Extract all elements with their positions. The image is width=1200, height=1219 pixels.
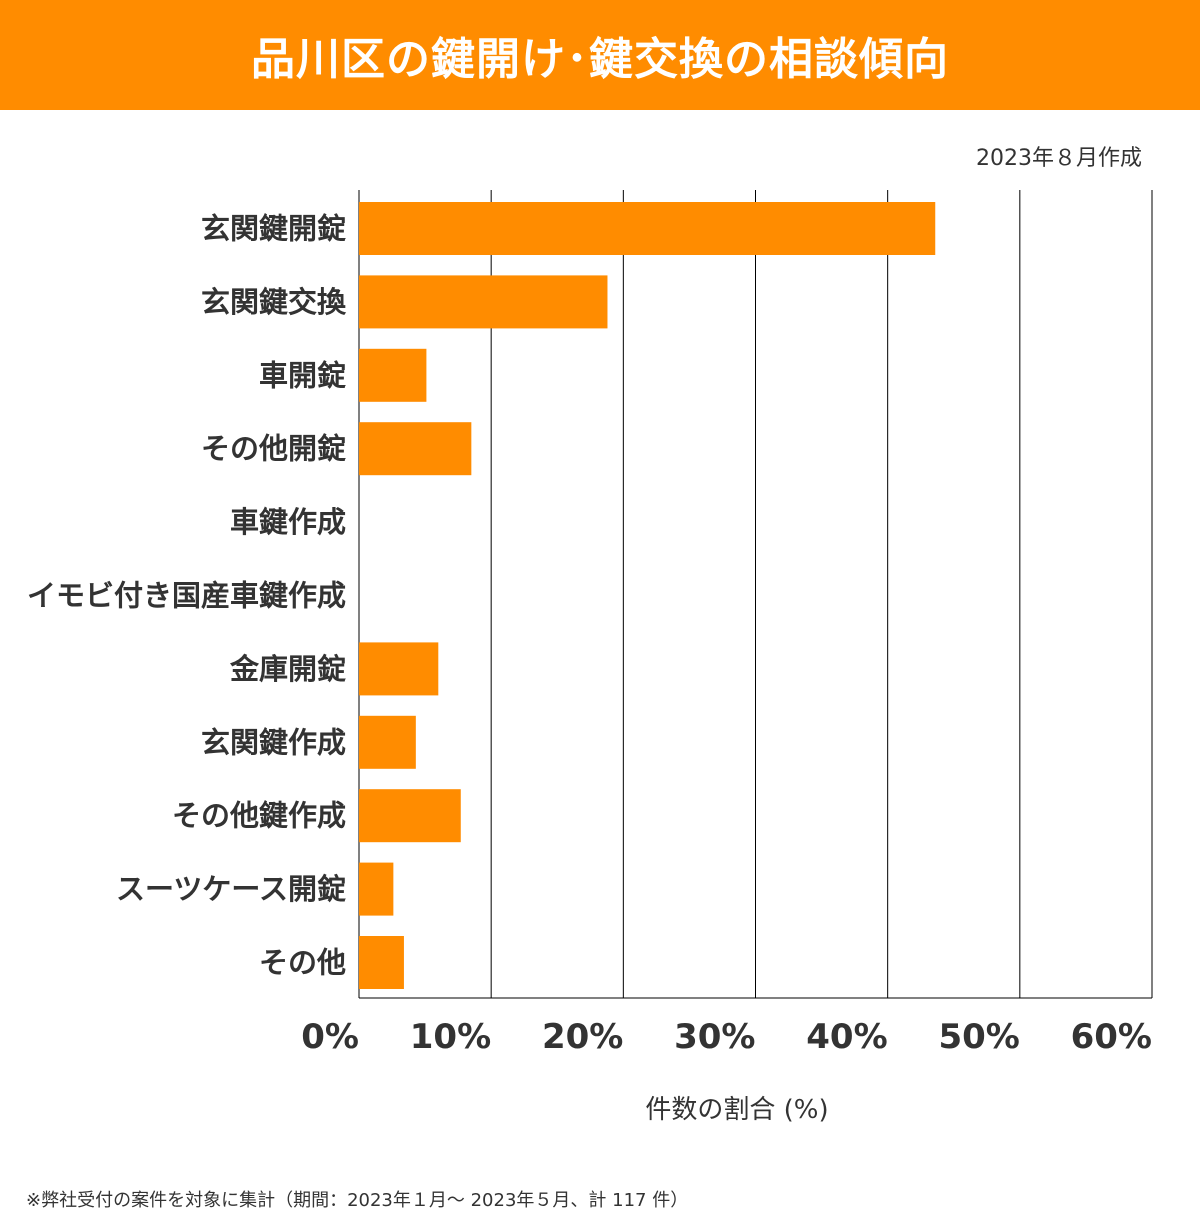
- bar-10: [359, 936, 404, 989]
- bar-2: [359, 348, 427, 402]
- tick-label-20pct: 20%: [542, 1017, 623, 1057]
- tick-label-0pct: 0%: [301, 1017, 359, 1057]
- tick-label-60pct: 60%: [1071, 1017, 1152, 1057]
- bar-9: [359, 862, 394, 916]
- created-date: 2023年８月作成: [976, 146, 1142, 171]
- category-label-3: その他開錠: [201, 432, 346, 466]
- category-label-0: 玄関鍵開錠: [201, 212, 346, 246]
- tick-label-40pct: 40%: [806, 1017, 887, 1057]
- x-axis-title: 件数の割合 (%): [645, 1095, 828, 1125]
- category-label-5: イモビ付き国産車鍵作成: [27, 579, 346, 613]
- bar-6: [359, 642, 439, 696]
- category-labels: 玄関鍵開錠玄関鍵交換車開錠その他開錠車鍵作成イモビ付き国産車鍵作成金庫開錠玄関鍵…: [27, 212, 347, 980]
- category-label-6: 金庫開錠: [229, 652, 346, 686]
- title-banner: 品川区の鍵開け･鍵交換の相談傾向: [0, 0, 1200, 110]
- bar-1: [359, 275, 608, 329]
- bar-8: [359, 789, 461, 843]
- tick-labels: 0% 10% 20% 30% 40% 50% 60%: [301, 1017, 1152, 1057]
- tick-label-30pct: 30%: [674, 1017, 755, 1057]
- bar-0: [359, 202, 936, 255]
- category-label-9: スーツケース開錠: [116, 872, 346, 906]
- tick-label-50pct: 50%: [938, 1017, 1019, 1057]
- category-label-7: 玄関鍵作成: [201, 725, 346, 759]
- page-title: 品川区の鍵開け･鍵交換の相談傾向: [251, 34, 949, 85]
- category-label-1: 玄関鍵交換: [201, 285, 347, 319]
- footnote: ※弊社受付の案件を対象に集計（期間：2023年１月～ 2023年５月、計 117…: [26, 1190, 689, 1211]
- bar-7: [359, 715, 416, 769]
- bars: [359, 202, 936, 989]
- category-label-4: 車鍵作成: [230, 505, 346, 539]
- category-label-8: その他鍵作成: [172, 799, 346, 833]
- category-label-10: その他: [259, 946, 346, 980]
- tick-label-10pct: 10%: [410, 1017, 491, 1057]
- bar-3: [359, 422, 472, 476]
- category-label-2: 車開錠: [259, 358, 346, 392]
